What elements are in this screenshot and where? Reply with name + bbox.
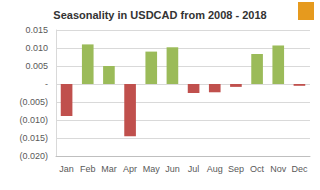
svg-text:Dec: Dec [291, 164, 308, 174]
svg-text:Apr: Apr [123, 164, 137, 174]
svg-text:0.010: 0.010 [25, 43, 48, 53]
svg-text:Oct: Oct [250, 164, 265, 174]
svg-text:0.005: 0.005 [25, 61, 48, 71]
svg-text:Jan: Jan [59, 164, 74, 174]
svg-text:(0.015): (0.015) [19, 133, 48, 143]
svg-text:-: - [45, 79, 48, 89]
svg-text:Seasonality in USDCAD from 200: Seasonality in USDCAD from 2008 - 2018 [53, 9, 266, 21]
svg-text:0.015: 0.015 [25, 25, 48, 35]
svg-text:Nov: Nov [270, 164, 287, 174]
svg-text:Mar: Mar [101, 164, 117, 174]
svg-text:Jul: Jul [188, 164, 200, 174]
svg-text:(0.020): (0.020) [19, 151, 48, 161]
svg-text:Feb: Feb [80, 164, 96, 174]
svg-text:Sep: Sep [228, 164, 244, 174]
svg-text:(0.005): (0.005) [19, 97, 48, 107]
svg-text:(0.010): (0.010) [19, 115, 48, 125]
svg-text:May: May [143, 164, 161, 174]
svg-text:Jun: Jun [165, 164, 180, 174]
svg-text:Aug: Aug [207, 164, 223, 174]
